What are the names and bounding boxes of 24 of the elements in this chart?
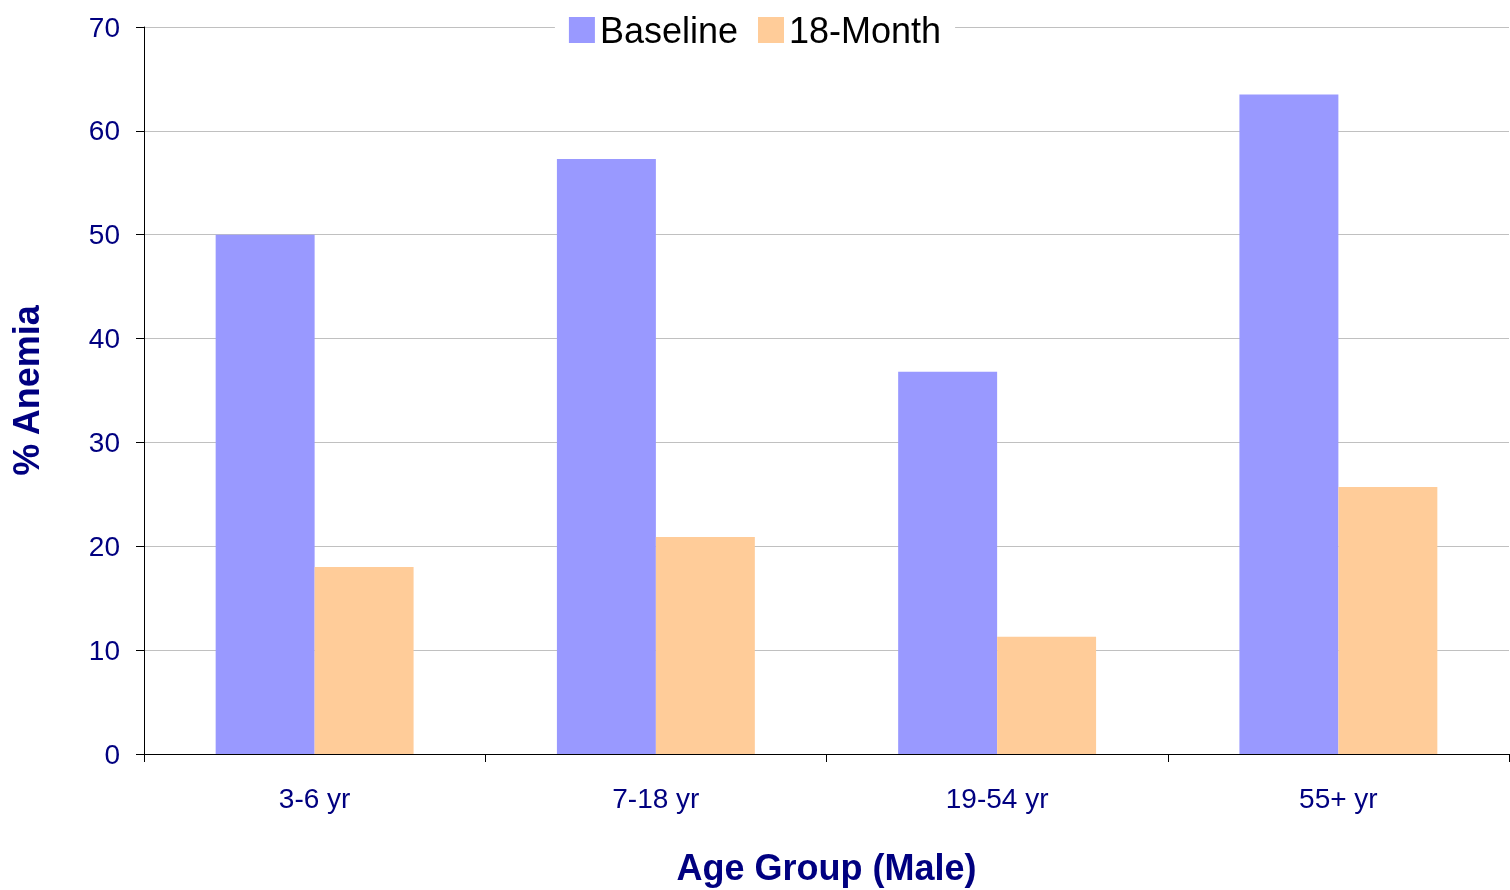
y-tick-label: 30	[88, 426, 120, 458]
bar	[655, 536, 755, 754]
bar	[1239, 94, 1339, 754]
y-axis-title: % Anemia	[5, 304, 47, 476]
x-tick-label: 7-18 yr	[612, 782, 700, 814]
y-tick-label: 10	[88, 634, 120, 666]
legend-label: Baseline	[599, 9, 738, 51]
x-tick-label: 19-54 yr	[945, 782, 1049, 814]
y-tick-label: 60	[88, 115, 120, 147]
y-tick-label: 20	[88, 530, 120, 562]
y-tick-label: 0	[104, 738, 120, 770]
y-tick-label: 40	[88, 323, 120, 355]
y-tick-label: 50	[88, 219, 120, 251]
x-tick-label: 55+ yr	[1299, 782, 1378, 814]
bar	[215, 234, 315, 754]
bar	[556, 158, 656, 754]
bar	[314, 567, 414, 754]
legend-label: 18-Month	[789, 9, 942, 51]
x-tick-label: 3-6 yr	[278, 782, 351, 814]
y-tick-label: 70	[88, 11, 120, 43]
x-axis-title: Age Group (Male)	[676, 846, 977, 888]
bar	[1338, 487, 1438, 754]
bar	[898, 371, 998, 754]
bar	[997, 636, 1097, 754]
